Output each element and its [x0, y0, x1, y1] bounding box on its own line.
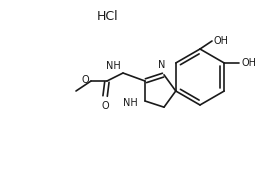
Text: NH: NH	[106, 61, 121, 71]
Text: NH: NH	[123, 98, 138, 108]
Text: O: O	[101, 101, 109, 111]
Text: OH: OH	[214, 36, 229, 46]
Text: OH: OH	[241, 58, 256, 68]
Text: HCl: HCl	[97, 10, 119, 22]
Text: O: O	[81, 75, 89, 85]
Text: N: N	[158, 60, 166, 70]
